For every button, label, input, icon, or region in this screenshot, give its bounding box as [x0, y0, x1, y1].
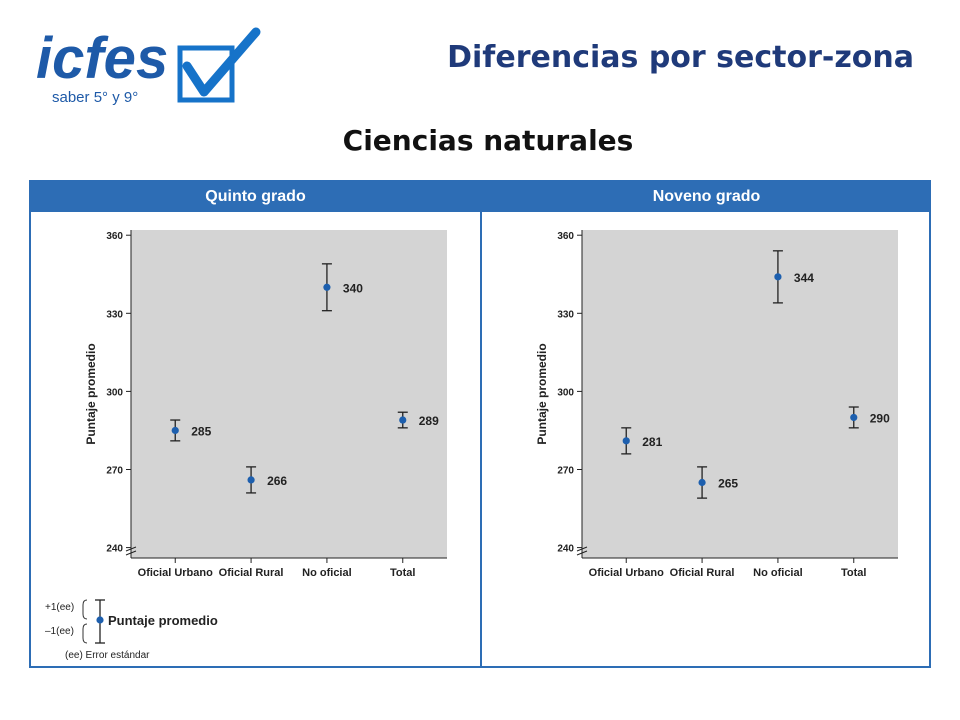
data-label: 344	[794, 271, 814, 285]
icfes-logo: icfes saber 5° y 9°	[36, 26, 261, 106]
legend: +1(ee) –1(ee) Puntaje promedio (ee) Erro…	[45, 599, 218, 661]
legend-brace-upper	[82, 599, 88, 620]
legend-lower: –1(ee)	[45, 626, 74, 637]
x-tick-label: Oficial Rural	[670, 567, 735, 579]
x-tick-label: No oficial	[753, 567, 803, 579]
y-tick-label: 330	[106, 309, 123, 320]
data-point	[698, 478, 706, 487]
data-point	[323, 283, 331, 291]
legend-brace-lower	[82, 623, 88, 644]
logo-text: icfes	[36, 26, 168, 91]
data-label: 266	[267, 474, 287, 488]
y-tick-label: 360	[106, 231, 123, 242]
data-label: 265	[718, 477, 738, 491]
y-axis-label: Puntaje promedio	[84, 343, 98, 444]
y-tick-label: 360	[557, 231, 574, 242]
slide-subtitle: Ciencias naturales	[342, 124, 634, 157]
y-tick-label: 300	[106, 387, 123, 398]
x-tick-label: Total	[841, 567, 866, 579]
axis-break-mark	[125, 546, 137, 556]
data-point	[774, 273, 782, 281]
data-point	[399, 416, 407, 424]
y-tick-label: 330	[557, 309, 574, 320]
data-point	[171, 426, 179, 435]
y-tick-label: 240	[106, 544, 123, 555]
y-tick-label: 270	[557, 465, 574, 476]
y-tick-label: 240	[557, 544, 574, 555]
data-label: 290	[870, 411, 890, 425]
chart-noveno-grado: 240 270 300 330 360 Puntaje promedio Oficial U…	[535, 230, 898, 579]
check-icon	[182, 27, 261, 97]
panel-divider	[480, 182, 482, 668]
check-box	[177, 45, 235, 103]
x-tick-label: Total	[390, 567, 415, 579]
data-point	[247, 476, 255, 484]
panel-title-noveno: Noveno grado	[482, 182, 931, 212]
plot-area	[582, 230, 898, 558]
legend-marker-label: Puntaje promedio	[108, 613, 218, 628]
axis-break-mark	[576, 546, 588, 556]
legend-marker	[96, 616, 104, 624]
y-tick-label: 300	[557, 387, 574, 398]
plot-area	[131, 230, 447, 558]
chart-quinto-grado: 240 270 300 330 360 Puntaje promedio Oficial U…	[84, 230, 447, 579]
logo-subtext: saber 5° y 9°	[52, 89, 138, 106]
data-label: 289	[419, 414, 439, 428]
y-tick-label: 270	[106, 465, 123, 476]
data-point	[622, 437, 630, 445]
panel-title-quinto: Quinto grado	[31, 182, 480, 212]
charts-frame: Quinto grado Noveno grado 240 270 300 330 36…	[29, 180, 931, 668]
x-tick-label: No oficial	[302, 567, 352, 579]
x-tick-label: Oficial Urbano	[589, 567, 664, 579]
data-label: 340	[343, 281, 363, 295]
data-point	[850, 413, 858, 422]
data-label: 281	[642, 435, 662, 449]
legend-note: (ee) Error estándar	[65, 650, 150, 661]
x-tick-label: Oficial Rural	[219, 567, 284, 579]
data-label: 285	[191, 424, 211, 438]
y-axis-label: Puntaje promedio	[535, 343, 549, 444]
x-tick-label: Oficial Urbano	[138, 567, 213, 579]
slide-title: Diferencias por sector-zona	[447, 40, 914, 75]
legend-upper: +1(ee)	[45, 602, 74, 613]
